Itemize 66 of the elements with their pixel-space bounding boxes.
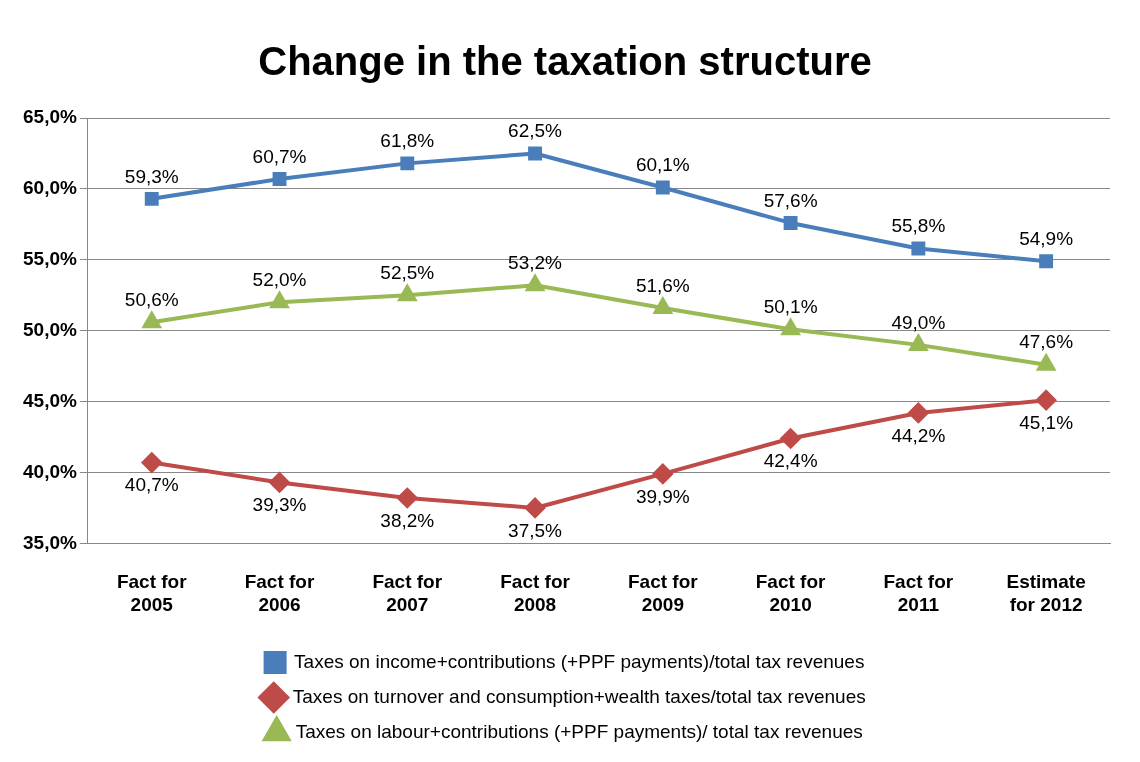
- point: [398, 285, 417, 302]
- point: [1036, 390, 1057, 411]
- point: [911, 241, 926, 256]
- point: [781, 319, 800, 336]
- y-tick-label: 45,0%: [23, 389, 77, 411]
- data-label: 61,8%: [380, 130, 435, 152]
- data-label: 44,2%: [891, 424, 946, 446]
- point: [908, 402, 929, 423]
- point: [783, 215, 798, 230]
- point: [272, 172, 287, 186]
- data-label: 59,3%: [124, 165, 179, 187]
- data-label: 42,4%: [763, 450, 818, 472]
- legend-label: Taxes on income+contributions (+PPF payments)/total tax revenues: [294, 650, 865, 672]
- data-label: 39,9%: [635, 485, 690, 507]
- point: [526, 275, 544, 292]
- x-tick-label: Fact for 2010: [755, 571, 827, 615]
- point: [144, 191, 159, 206]
- point: [141, 452, 162, 473]
- point: [142, 312, 161, 329]
- point: [528, 146, 542, 161]
- data-label: 40,7%: [124, 474, 179, 496]
- x-tick-label: Estimate for 2012: [1006, 571, 1086, 615]
- point: [270, 292, 289, 309]
- x-tick-label: Fact for 2011: [883, 571, 954, 615]
- data-label: 60,1%: [635, 154, 690, 176]
- data-label: 52,5%: [380, 261, 435, 283]
- x-tick-label: Fact for 2007: [372, 571, 443, 615]
- y-tick-label: 65,0%: [23, 106, 77, 128]
- data-label: 53,2%: [508, 252, 563, 274]
- data-label: 50,6%: [124, 288, 179, 310]
- y-tick-label: 35,0%: [23, 531, 77, 553]
- data-label: 39,3%: [252, 494, 307, 516]
- data-label: 38,2%: [380, 509, 435, 531]
- x-tick-label: Fact for 2006: [244, 571, 315, 615]
- y-tick-label: 60,0%: [23, 177, 77, 199]
- data-label: 52,0%: [252, 269, 307, 291]
- y-tick-label: 50,0%: [23, 318, 77, 340]
- data-label: 50,1%: [763, 296, 818, 318]
- data-label: 47,6%: [1019, 331, 1074, 353]
- point: [655, 180, 670, 195]
- point: [653, 298, 672, 315]
- data-label: 55,8%: [891, 215, 946, 237]
- x-tick-label: Fact for 2009: [627, 571, 699, 615]
- x-tick-label: Fact for 2005: [116, 571, 188, 615]
- legend-label: Taxes on labour+contributions (+PPF payments)/ total tax revenues: [295, 720, 863, 742]
- point: [652, 463, 673, 484]
- y-tick-label: 55,0%: [23, 248, 77, 270]
- point: [1039, 254, 1054, 269]
- x-tick-label: Fact for 2008: [500, 571, 571, 615]
- chart-title: Change in the taxation structure: [258, 39, 872, 84]
- data-label: 60,7%: [252, 145, 307, 167]
- legend-label: Taxes on turnover and consumption+wealth taxes/total tax revenues: [292, 685, 866, 707]
- point: [780, 428, 801, 449]
- data-label: 57,6%: [763, 189, 818, 211]
- data-label: 51,6%: [635, 274, 690, 296]
- data-label: 62,5%: [508, 120, 563, 142]
- data-label: 45,1%: [1019, 411, 1074, 433]
- y-tick-label: 40,0%: [23, 460, 77, 482]
- point: [525, 497, 546, 518]
- data-label: 37,5%: [508, 519, 563, 541]
- data-label: 49,0%: [891, 311, 946, 333]
- data-label: 54,9%: [1019, 227, 1074, 249]
- point: [397, 488, 418, 509]
- point: [269, 472, 290, 493]
- point: [400, 156, 415, 171]
- point: [909, 334, 928, 351]
